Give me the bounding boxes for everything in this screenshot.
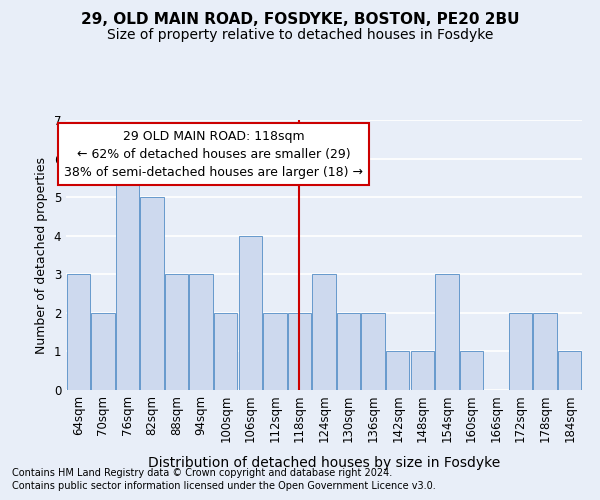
Bar bbox=[361, 313, 385, 390]
X-axis label: Distribution of detached houses by size in Fosdyke: Distribution of detached houses by size … bbox=[148, 456, 500, 470]
Text: Size of property relative to detached houses in Fosdyke: Size of property relative to detached ho… bbox=[107, 28, 493, 42]
Bar bbox=[460, 352, 483, 390]
Bar bbox=[533, 313, 557, 390]
Bar bbox=[214, 313, 238, 390]
Text: 29 OLD MAIN ROAD: 118sqm
← 62% of detached houses are smaller (29)
38% of semi-d: 29 OLD MAIN ROAD: 118sqm ← 62% of detach… bbox=[64, 130, 363, 178]
Bar bbox=[410, 352, 434, 390]
Bar bbox=[165, 274, 188, 390]
Bar bbox=[386, 352, 409, 390]
Y-axis label: Number of detached properties: Number of detached properties bbox=[35, 156, 48, 354]
Text: Contains HM Land Registry data © Crown copyright and database right 2024.: Contains HM Land Registry data © Crown c… bbox=[12, 468, 392, 477]
Bar bbox=[509, 313, 532, 390]
Text: 29, OLD MAIN ROAD, FOSDYKE, BOSTON, PE20 2BU: 29, OLD MAIN ROAD, FOSDYKE, BOSTON, PE20… bbox=[81, 12, 519, 28]
Bar bbox=[239, 236, 262, 390]
Bar bbox=[558, 352, 581, 390]
Bar bbox=[190, 274, 213, 390]
Bar bbox=[288, 313, 311, 390]
Bar bbox=[313, 274, 335, 390]
Bar bbox=[140, 197, 164, 390]
Bar bbox=[337, 313, 360, 390]
Bar bbox=[435, 274, 458, 390]
Bar bbox=[91, 313, 115, 390]
Text: Contains public sector information licensed under the Open Government Licence v3: Contains public sector information licen… bbox=[12, 481, 436, 491]
Bar bbox=[263, 313, 287, 390]
Bar bbox=[67, 274, 90, 390]
Bar bbox=[116, 158, 139, 390]
